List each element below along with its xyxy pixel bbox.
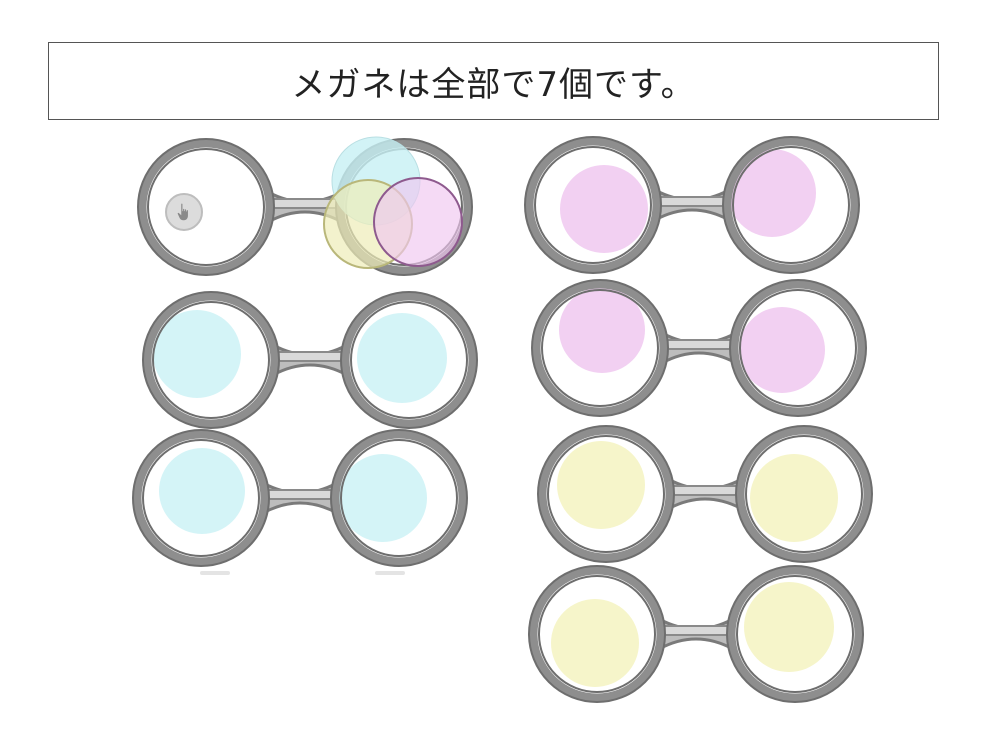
lens-fill-left xyxy=(559,287,645,373)
lens-fill-right xyxy=(357,313,447,403)
glasses-2[interactable] xyxy=(145,290,475,430)
lens-fill-left xyxy=(560,165,648,253)
hand-pointer-icon[interactable] xyxy=(165,193,203,231)
lens-fill-left xyxy=(159,448,245,534)
page-title: メガネは全部で7個です。 xyxy=(291,64,696,105)
glasses-6[interactable] xyxy=(540,424,870,564)
glasses-5[interactable] xyxy=(534,278,864,418)
lens-fill-right xyxy=(739,307,825,393)
glasses-7[interactable] xyxy=(531,564,861,704)
lens-fill-left xyxy=(551,599,639,687)
stray-circle-pink[interactable] xyxy=(372,176,464,268)
lens-fill-left xyxy=(557,441,645,529)
lens-fill-left xyxy=(153,310,241,398)
glasses-3[interactable] xyxy=(135,428,465,568)
lens-fill-right xyxy=(750,454,838,542)
lens-fill-right xyxy=(339,454,427,542)
glasses-4[interactable] xyxy=(527,135,857,275)
lens-fill-right xyxy=(744,582,834,672)
faint-mark-left xyxy=(200,571,230,575)
title-box: メガネは全部で7個です。 xyxy=(48,42,939,120)
faint-mark-right xyxy=(375,571,405,575)
lens-fill-right xyxy=(728,149,816,237)
